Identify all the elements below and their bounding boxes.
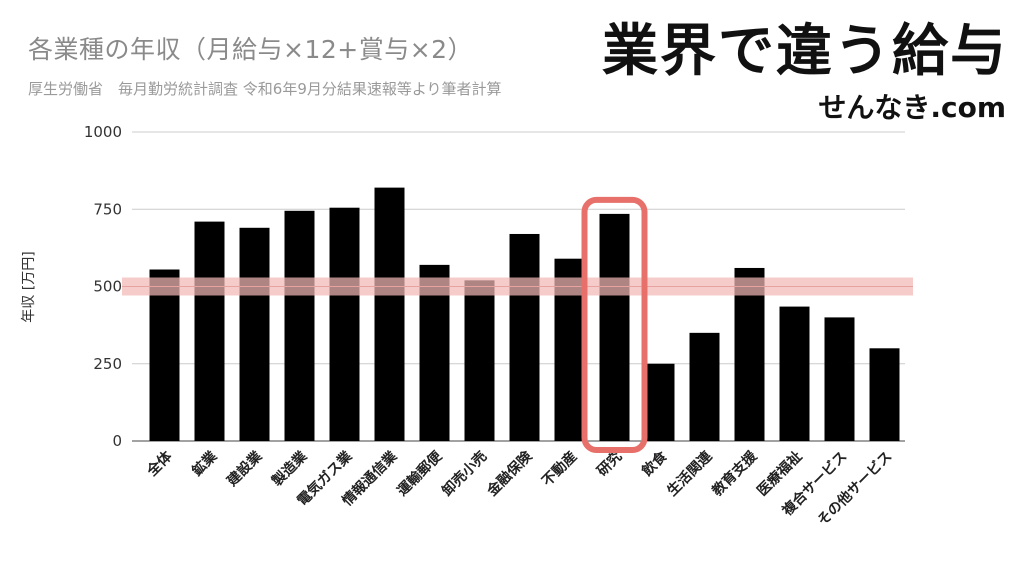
x-tick-label: 製造業 — [268, 447, 311, 490]
bar — [149, 269, 180, 441]
bar — [329, 207, 360, 441]
bar — [869, 348, 900, 441]
x-tick-label: 運輸郵便 — [394, 447, 446, 499]
x-tick-label: 教育支援 — [709, 447, 761, 499]
x-tick-label: 卸売小売 — [439, 448, 491, 500]
x-tick-label: 飲食 — [638, 447, 671, 480]
chart-title: 各業種の年収（月給与×12+賞与×2） — [28, 35, 474, 64]
x-tick-label: 不動産 — [539, 448, 581, 490]
bar — [374, 187, 405, 441]
bar — [734, 267, 765, 441]
x-tick-label: 建設業 — [224, 447, 266, 489]
bar — [599, 213, 630, 441]
y-tick-label: 500 — [93, 278, 122, 296]
y-tick-label: 750 — [93, 200, 122, 218]
x-tick-label: 全体 — [143, 447, 176, 480]
bar — [194, 221, 225, 441]
bar — [689, 332, 720, 441]
brand-title: 業界で違う給与 — [602, 19, 1008, 84]
highlight-box — [581, 196, 648, 453]
bar — [779, 306, 810, 441]
y-tick-label: 250 — [93, 355, 122, 373]
brand-url: せんなき.com — [818, 91, 1006, 124]
y-tick-label: 1000 — [84, 123, 122, 141]
bar — [824, 317, 855, 441]
x-tick-label: 生活関連 — [664, 447, 716, 499]
y-tick-label: 0 — [112, 432, 122, 450]
x-tick-label: 鉱業 — [189, 447, 222, 480]
bar — [464, 280, 495, 441]
x-tick-label: 金融保険 — [483, 447, 536, 500]
chart-subtitle: 厚生労働省 毎月勤労統計調査 令和6年9月分結果速報等より筆者計算 — [28, 80, 502, 98]
bar — [509, 233, 540, 441]
bar — [284, 210, 315, 441]
bar — [644, 363, 675, 441]
bar — [239, 227, 270, 441]
